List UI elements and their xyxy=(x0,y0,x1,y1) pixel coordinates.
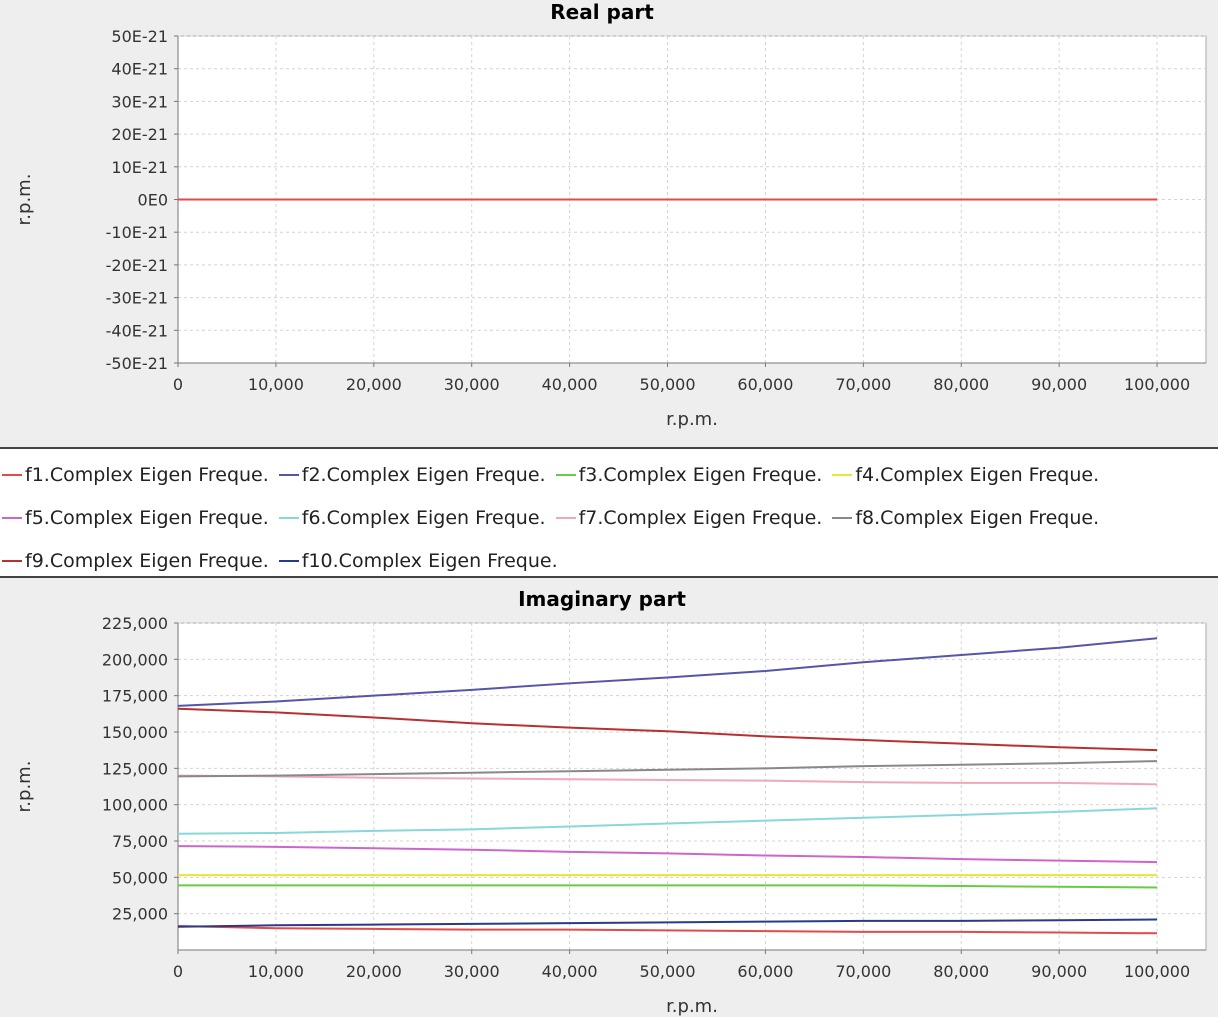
legend-swatch xyxy=(832,516,853,519)
chart-title: Imaginary part xyxy=(518,587,686,611)
legend-swatch xyxy=(278,559,299,562)
series-line-f3 xyxy=(178,884,1158,889)
legend-item-f5: f5.Complex Eigen Freque. xyxy=(2,496,269,539)
y-axis-label: r.p.m. xyxy=(14,761,35,813)
x-tick-label: 0 xyxy=(173,375,183,394)
x-tick-label: 70,000 xyxy=(835,962,891,981)
legend-swatch xyxy=(2,559,22,562)
x-tick-label: 90,000 xyxy=(1031,962,1087,981)
x-axis-label: r.p.m. xyxy=(666,409,718,430)
y-axis-label: r.p.m. xyxy=(14,174,35,226)
legend-label: f8.Complex Eigen Freque. xyxy=(855,506,1100,529)
legend-label: f4.Complex Eigen Freque. xyxy=(855,463,1100,486)
y-tick-label: 50,000 xyxy=(112,868,168,887)
y-tick-label: 50E-21 xyxy=(111,27,168,46)
y-tick-label: 0E0 xyxy=(138,191,168,210)
legend-swatch xyxy=(832,473,853,476)
x-tick-label: 100,000 xyxy=(1124,375,1190,394)
legend-label: f7.Complex Eigen Freque. xyxy=(578,506,823,529)
x-tick-label: 100,000 xyxy=(1124,962,1190,981)
y-tick-label: -40E-21 xyxy=(106,321,168,340)
legend-item-f10: f10.Complex Eigen Freque. xyxy=(278,539,558,582)
x-tick-label: 40,000 xyxy=(542,375,598,394)
y-tick-label: -30E-21 xyxy=(106,289,168,308)
x-tick-label: 90,000 xyxy=(1031,375,1087,394)
y-tick-label: 100,000 xyxy=(102,796,168,815)
plot-area xyxy=(177,622,1207,951)
y-tick-label: 30E-21 xyxy=(111,92,168,111)
chart-title: Real part xyxy=(550,0,654,24)
legend-label: f10.Complex Eigen Freque. xyxy=(301,549,558,572)
x-tick-label: 60,000 xyxy=(737,375,793,394)
x-tick-label: 30,000 xyxy=(444,375,500,394)
series-line-f9 xyxy=(177,707,1158,752)
legend-swatch xyxy=(555,516,576,519)
chart-legend: f1.Complex Eigen Freque. f2.Complex Eigen… xyxy=(0,447,1218,578)
y-tick-label: -50E-21 xyxy=(106,354,168,373)
x-tick-label: 0 xyxy=(173,962,183,981)
legend-item-f7: f7.Complex Eigen Freque. xyxy=(555,496,823,539)
legend-label: f3.Complex Eigen Freque. xyxy=(578,463,823,486)
series-line-f8 xyxy=(177,760,1158,778)
y-tick-label: -10E-21 xyxy=(106,223,168,242)
x-tick-label: 80,000 xyxy=(933,962,989,981)
real-part-chart: Real part 0 10,000 20,000 30,000 40,000 50,000… xyxy=(14,0,1207,430)
series-line-f7 xyxy=(177,774,1158,786)
legend-swatch xyxy=(278,473,299,476)
x-tick-label: 20,000 xyxy=(346,375,402,394)
y-tick-label: 150,000 xyxy=(102,723,168,742)
y-tick-label: 10E-21 xyxy=(111,158,168,177)
legend-item-f8: f8.Complex Eigen Freque. xyxy=(832,496,1099,539)
x-axis-label: r.p.m. xyxy=(666,996,718,1017)
legend-item-f2: f2.Complex Eigen Freque. xyxy=(278,453,546,496)
legend-label: f2.Complex Eigen Freque. xyxy=(301,463,546,486)
x-tick-label: 20,000 xyxy=(346,962,402,981)
legend-item-f9: f9.Complex Eigen Freque. xyxy=(2,539,269,582)
x-tick-label: 10,000 xyxy=(248,375,304,394)
x-tick-label: 50,000 xyxy=(640,962,696,981)
series-line-f10 xyxy=(177,918,1158,928)
legend-swatch xyxy=(2,516,22,519)
legend-label: f1.Complex Eigen Freque. xyxy=(25,463,269,486)
x-tick-label: 60,000 xyxy=(737,962,793,981)
series-line-f1 xyxy=(177,925,1158,935)
legend-item-f3: f3.Complex Eigen Freque. xyxy=(555,453,823,496)
series-line-f2 xyxy=(177,637,1158,707)
y-tick-label: 20E-21 xyxy=(111,125,168,144)
legend-swatch xyxy=(2,473,22,476)
series-line-f6 xyxy=(177,807,1158,835)
y-tick-label: 125,000 xyxy=(102,759,168,778)
legend-swatch xyxy=(278,516,299,519)
legend-item-f6: f6.Complex Eigen Freque. xyxy=(278,496,546,539)
legend-label: f6.Complex Eigen Freque. xyxy=(301,506,546,529)
legend-item-f4: f4.Complex Eigen Freque. xyxy=(832,453,1099,496)
x-tick-label: 40,000 xyxy=(542,962,598,981)
legend-label: f5.Complex Eigen Freque. xyxy=(25,506,269,529)
imaginary-part-chart: Imaginary part 0 10,000 20,000 30,000 40,000 5… xyxy=(14,587,1207,1017)
legend-swatch xyxy=(555,473,576,476)
y-tick-label: 40E-21 xyxy=(111,60,168,79)
series-line-f5 xyxy=(177,845,1158,864)
y-tick-label: 75,000 xyxy=(112,832,168,851)
x-tick-label: 10,000 xyxy=(248,962,304,981)
x-tick-label: 50,000 xyxy=(640,375,696,394)
legend-label: f9.Complex Eigen Freque. xyxy=(25,549,269,572)
x-tick-label: 70,000 xyxy=(835,375,891,394)
legend-item-f1: f1.Complex Eigen Freque. xyxy=(2,453,269,496)
y-tick-label: -20E-21 xyxy=(106,256,168,275)
y-tick-label: 225,000 xyxy=(102,614,168,633)
y-tick-label: 200,000 xyxy=(102,650,168,669)
y-tick-label: 25,000 xyxy=(112,905,168,924)
x-tick-label: 80,000 xyxy=(933,375,989,394)
y-tick-label: 175,000 xyxy=(102,687,168,706)
x-tick-label: 30,000 xyxy=(444,962,500,981)
